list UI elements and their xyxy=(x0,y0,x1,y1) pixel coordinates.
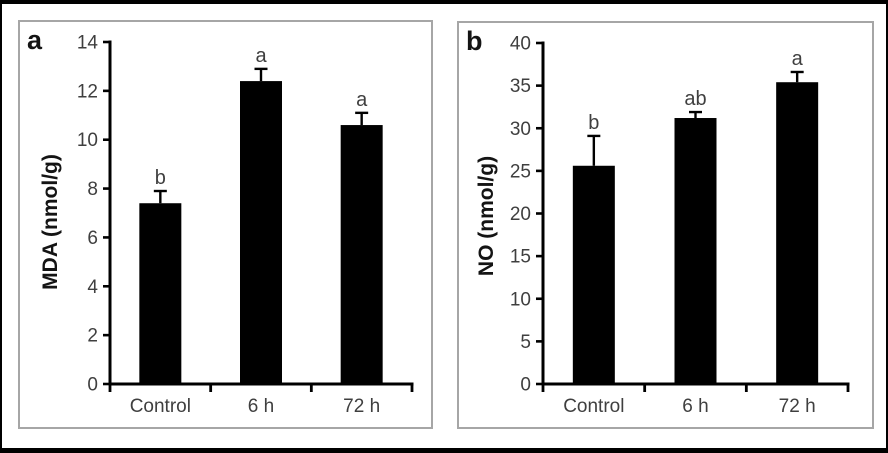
significance-letter: ab xyxy=(684,88,706,110)
bar-6-h xyxy=(240,81,282,385)
panel-b-label: b xyxy=(466,26,483,56)
significance-letter: a xyxy=(792,48,804,70)
y-axis-title: MDA (nmol/g) xyxy=(39,154,62,290)
panel-a: 0 2 4 6 8 10 12 14 b Control a 6 h a 72 h MDA (nmol/g)… xyxy=(18,20,433,429)
category-label: Control xyxy=(130,396,191,417)
panel-a-label: a xyxy=(27,25,43,55)
y-tick-label: 40 xyxy=(510,34,531,55)
significance-letter: a xyxy=(255,45,267,67)
y-tick-label: 6 xyxy=(87,228,98,249)
y-tick-label: 4 xyxy=(87,277,98,298)
y-tick-label: 0 xyxy=(87,375,98,396)
y-tick-label: 25 xyxy=(510,161,531,182)
bar-72-h xyxy=(340,125,383,385)
bar-6-h xyxy=(674,118,717,385)
significance-letter: a xyxy=(356,89,368,111)
y-tick-label: 15 xyxy=(510,247,531,268)
y-tick-label: 5 xyxy=(520,332,531,353)
no-bar-chart: 0 5 10 15 20 25 30 35 40 b Control ab 6 h a 72 h NO (nm… xyxy=(475,34,850,417)
panel-b: 0 5 10 15 20 25 30 35 40 b Control ab 6 h a 72 h NO (nm… xyxy=(457,21,874,429)
y-axis-title: NO (nmol/g) xyxy=(475,156,498,276)
bar-72-h xyxy=(776,82,819,384)
category-label: 6 h xyxy=(248,396,274,417)
y-tick-label: 8 xyxy=(87,179,98,200)
y-tick-label: 20 xyxy=(510,204,531,225)
significance-letter: b xyxy=(588,112,599,134)
y-tick-label: 2 xyxy=(87,326,98,347)
y-tick-label: 14 xyxy=(77,33,99,54)
category-label: 72 h xyxy=(343,396,380,417)
category-label: 6 h xyxy=(682,396,708,417)
y-tick-label: 10 xyxy=(77,130,98,151)
category-label: 72 h xyxy=(779,396,816,417)
bar-control xyxy=(139,203,182,384)
category-label: Control xyxy=(563,396,624,417)
mda-bar-chart: 0 2 4 6 8 10 12 14 b Control a 6 h a 72 h MDA (nmol/g) xyxy=(39,33,414,417)
y-tick-label: 12 xyxy=(77,81,98,102)
y-tick-label: 35 xyxy=(510,76,531,97)
bar-control xyxy=(572,165,615,384)
y-tick-label: 0 xyxy=(520,375,531,396)
significance-letter: b xyxy=(155,167,166,189)
y-tick-label: 30 xyxy=(510,119,531,140)
y-tick-label: 10 xyxy=(510,289,531,310)
